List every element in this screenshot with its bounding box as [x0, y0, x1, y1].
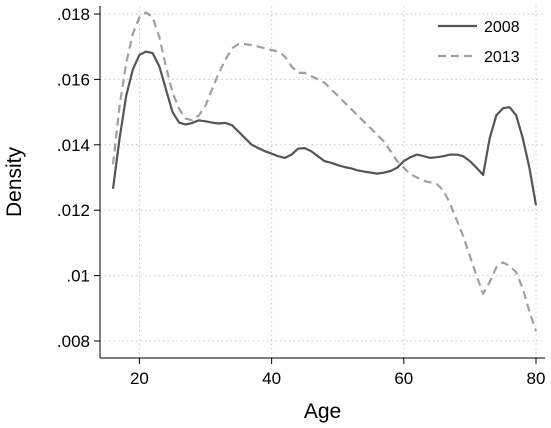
x-tick-label: 40	[262, 369, 281, 388]
x-tick-label: 20	[130, 369, 149, 388]
x-tick-label: 80	[527, 369, 546, 388]
legend: 2008 2013	[438, 19, 520, 66]
legend-label-2008: 2008	[484, 19, 520, 36]
y-tick-label: .018	[57, 5, 90, 24]
y-tick-label: .012	[57, 201, 90, 220]
y-tick-label: .016	[57, 70, 90, 89]
x-axis-title: Age	[304, 400, 341, 423]
x-tick-label: 60	[394, 369, 413, 388]
series-line-2008	[111, 50, 538, 206]
series-layer	[111, 11, 538, 332]
y-tick-label: .014	[57, 136, 90, 155]
y-axis-title: Density	[3, 146, 26, 217]
axes-layer: .008 .01 .012 .014 .016 .018 20 40 60 80	[57, 5, 546, 388]
legend-label-2013: 2013	[484, 49, 520, 66]
series-line-2013	[111, 11, 538, 332]
y-tick-label: .008	[57, 332, 90, 351]
y-tick-label: .01	[66, 267, 90, 286]
grid-layer	[100, 6, 545, 358]
